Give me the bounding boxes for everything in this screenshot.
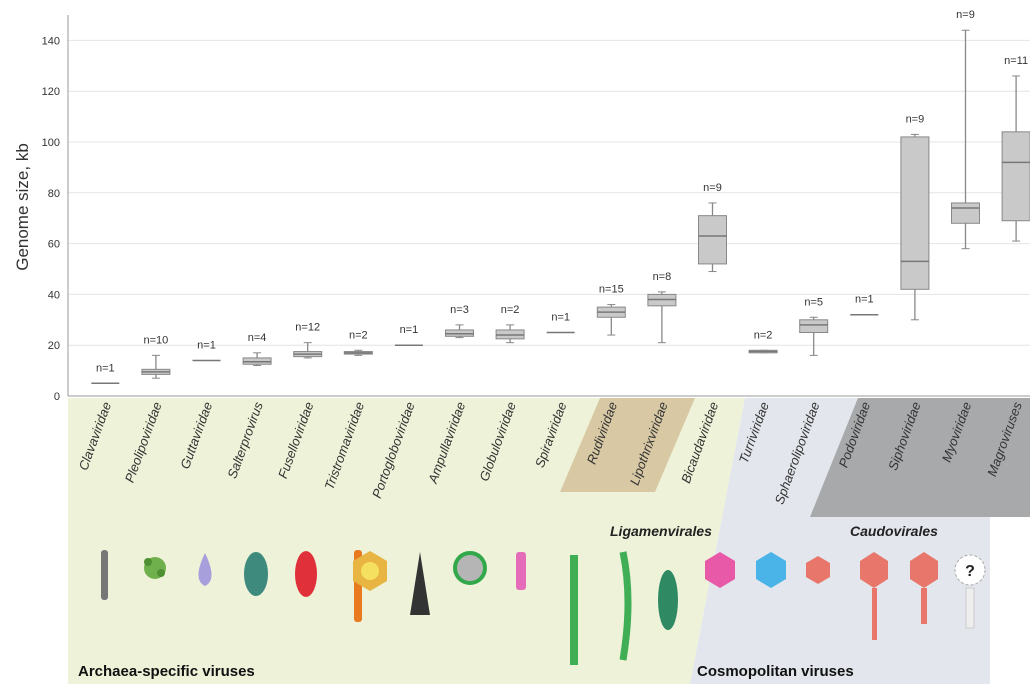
- n-label: n=5: [804, 296, 823, 308]
- n-label: n=1: [551, 312, 570, 324]
- group-label: Cosmopolitan viruses: [697, 663, 854, 680]
- group-label: Archaea-specific viruses: [78, 663, 255, 680]
- n-label: n=11: [1004, 55, 1028, 67]
- n-label: n=3: [450, 304, 469, 316]
- n-label: n=9: [906, 113, 925, 125]
- group-label: Caudovirales: [850, 523, 938, 539]
- virus-icons: ?: [101, 550, 986, 665]
- box: [951, 202, 980, 224]
- y-tick-label: 60: [48, 239, 60, 251]
- y-axis-label: Genome size, kb: [13, 143, 32, 271]
- n-label: n=8: [653, 271, 672, 283]
- box: [799, 319, 829, 333]
- caudovirales-band: [810, 398, 1030, 517]
- n-label: n=2: [349, 329, 368, 341]
- y-tick-label: 80: [48, 188, 60, 200]
- y-tick-label: 0: [54, 391, 60, 403]
- y-tick-label: 40: [48, 289, 60, 301]
- y-tick-label: 20: [48, 340, 60, 352]
- y-tick-label: 120: [42, 86, 60, 98]
- svg-text:?: ?: [965, 563, 975, 580]
- n-label: n=9: [703, 182, 722, 194]
- n-label: n=15: [599, 284, 624, 296]
- n-label: n=2: [754, 329, 773, 341]
- box: [1001, 131, 1030, 222]
- group-label: Ligamenvirales: [610, 523, 712, 539]
- n-label: n=9: [956, 9, 975, 21]
- n-label: n=12: [295, 322, 320, 334]
- ligamenvirales-band: [560, 398, 695, 492]
- y-tick-label: 140: [42, 35, 60, 47]
- n-label: n=1: [197, 339, 216, 351]
- n-label: n=1: [855, 294, 874, 306]
- n-label: n=4: [248, 332, 267, 344]
- y-tick-label: 100: [42, 137, 60, 149]
- n-label: n=10: [144, 334, 169, 346]
- box: [698, 215, 727, 265]
- box: [900, 136, 930, 290]
- n-label: n=2: [501, 304, 520, 316]
- n-label: n=1: [400, 324, 419, 336]
- n-label: n=1: [96, 362, 115, 374]
